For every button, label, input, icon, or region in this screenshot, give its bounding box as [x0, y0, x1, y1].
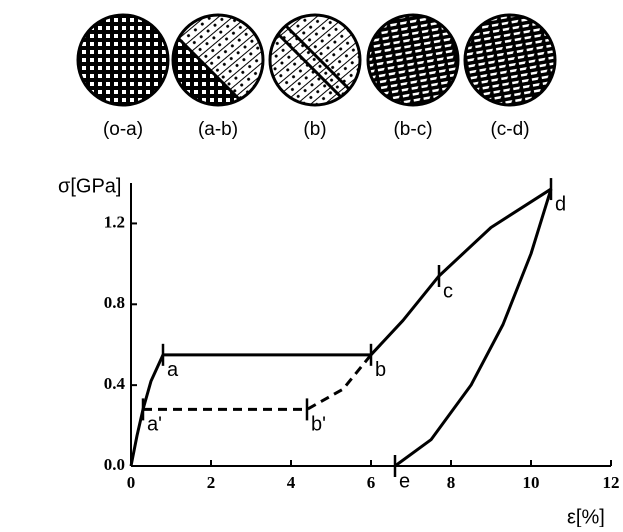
phase-disc [76, 13, 170, 107]
point-label: d [555, 193, 566, 215]
panel-caption: (a-b) [198, 119, 238, 140]
panel-caption: (c-d) [490, 119, 529, 140]
phase-disc [173, 15, 263, 105]
point-label: b [375, 359, 386, 381]
y-axis-label: σ[GPa] [58, 175, 121, 197]
panel-caption: (o-a) [103, 119, 143, 140]
point-label: a [167, 359, 179, 381]
x-tick-label: 12 [603, 473, 620, 492]
y-tick-label: 0.4 [104, 374, 126, 393]
x-tick-label: 10 [523, 473, 540, 492]
y-tick-label: 0.0 [104, 455, 125, 474]
panels [76, 13, 557, 107]
curve [129, 187, 552, 467]
point-label: b' [311, 414, 326, 436]
x-tick-label: 0 [127, 473, 136, 492]
panel-caption: (b-c) [393, 119, 432, 140]
phase-disc [270, 15, 360, 105]
x-tick-label: 2 [207, 473, 216, 492]
curve [394, 188, 553, 468]
point-label: a' [147, 414, 162, 436]
phase-disc [463, 13, 557, 107]
y-tick-label: 0.8 [104, 293, 125, 312]
point-label: e [399, 470, 410, 492]
x-tick-label: 4 [287, 473, 296, 492]
x-tick-label: 8 [447, 473, 456, 492]
panel-caption: (b) [303, 119, 326, 140]
x-axis-label: ε[%] [567, 506, 605, 527]
phase-disc [366, 13, 460, 107]
x-tick-label: 6 [367, 473, 376, 492]
curve [143, 353, 373, 411]
y-tick-label: 1.2 [104, 212, 125, 231]
point-label: c [443, 280, 453, 302]
